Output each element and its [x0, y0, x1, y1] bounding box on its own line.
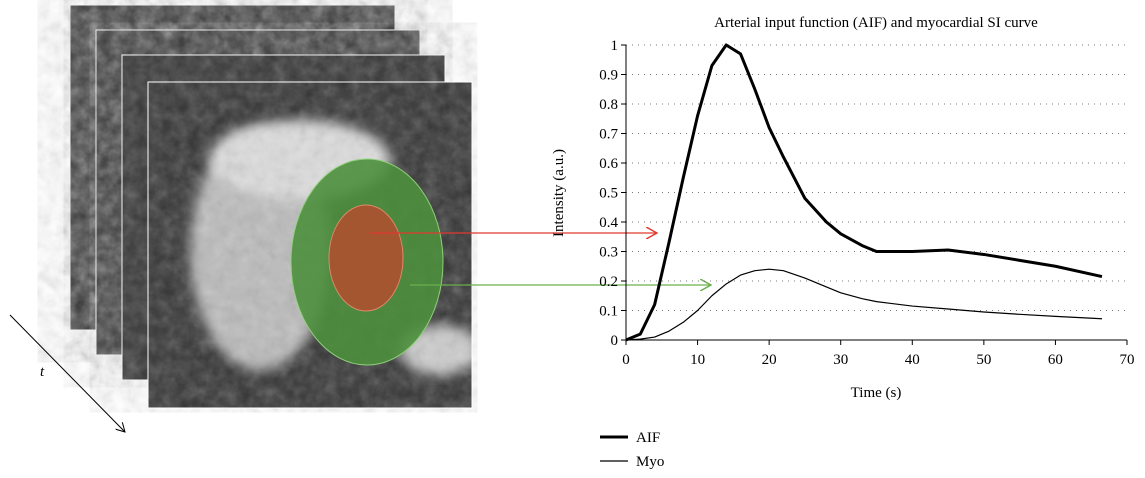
chart-title: Arterial input function (AIF) and myocar…	[714, 15, 1038, 31]
series-line	[626, 269, 1102, 340]
x-tick-label: 40	[905, 352, 920, 368]
y-tick-label: 0.8	[599, 97, 618, 113]
y-tick-label: 0.2	[599, 274, 618, 290]
x-tick-label: 20	[762, 352, 777, 368]
legend-label: Myo	[636, 454, 664, 470]
page: {"image_axis_label": "t", "chart_data": …	[0, 0, 1145, 478]
legend-label: AIF	[636, 430, 660, 446]
x-tick-label: 30	[833, 352, 848, 368]
x-tick-label: 10	[690, 352, 705, 368]
y-tick-label: 0.3	[599, 245, 618, 261]
mri-stack	[70, 5, 480, 408]
y-tick-label: 0.7	[599, 127, 618, 143]
series-line	[626, 45, 1102, 340]
x-axis-label: Time (s)	[851, 385, 902, 401]
y-tick-label: 0.5	[599, 186, 618, 202]
x-tick-label: 70	[1120, 352, 1135, 368]
y-tick-label: 0.9	[599, 68, 618, 84]
x-tick-label: 60	[1048, 352, 1063, 368]
x-tick-label: 50	[976, 352, 991, 368]
y-tick-label: 0	[611, 333, 619, 349]
y-tick-label: 0.6	[599, 156, 618, 172]
y-tick-label: 0.1	[599, 304, 618, 320]
y-tick-label: 0.4	[599, 215, 618, 231]
time-axis-label: t	[40, 364, 45, 380]
y-tick-label: 1	[611, 38, 619, 54]
figure: t Arterial input function (AIF) and myoc…	[0, 0, 1145, 473]
y-axis-label: Intensity (a.u.)	[551, 149, 567, 237]
x-tick-label: 0	[622, 352, 630, 368]
